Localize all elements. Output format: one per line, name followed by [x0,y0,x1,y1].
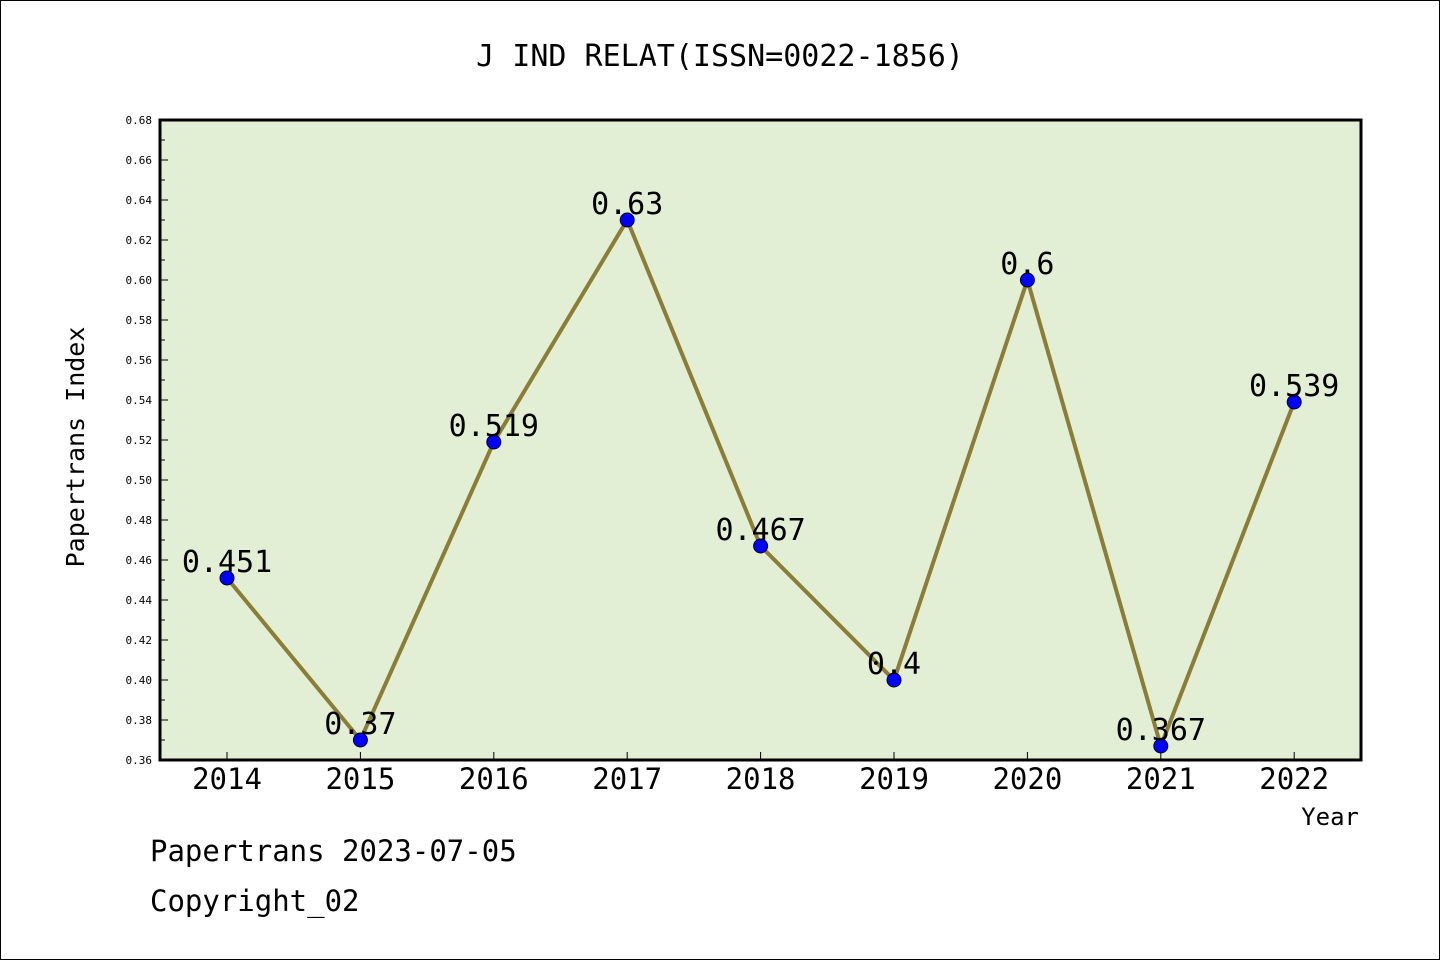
x-tick-label: 2015 [325,762,395,796]
y-axis-label: Papertrans Index [61,327,90,568]
y-tick-label: 0.40 [126,674,153,687]
data-point [1286,394,1302,410]
data-label: 0.467 [715,513,805,548]
y-tick-label: 0.38 [126,714,153,727]
data-point [1019,272,1035,288]
x-axis-label: Year [1301,803,1359,831]
y-tick-label: 0.48 [126,514,153,527]
chart-title: J IND RELAT(ISSN=0022-1856) [476,39,964,74]
y-tick-label: 0.68 [126,114,153,127]
data-label: 0.63 [591,187,663,222]
x-tick-label: 2019 [859,762,929,796]
x-tick-label: 2018 [726,762,796,796]
y-tick-label: 0.62 [126,234,153,247]
y-tick-label: 0.50 [126,474,153,487]
x-tick-label: 2016 [459,762,529,796]
footer-source: Papertrans 2023-07-05 [150,834,517,868]
y-tick-label: 0.44 [126,594,153,607]
data-label: 0.37 [324,707,396,742]
footer-copyright: Copyright_02 [150,884,360,918]
data-point [486,434,502,450]
data-label: 0.4 [867,647,921,682]
x-tick-label: 2014 [192,762,262,796]
x-tick-label: 2020 [992,762,1062,796]
x-tick-label: 2021 [1126,762,1196,796]
data-label: 0.519 [449,409,539,444]
data-label: 0.6 [1000,247,1054,282]
y-tick-label: 0.54 [126,394,153,407]
x-tick-label: 2022 [1259,762,1329,796]
y-tick-label: 0.58 [126,314,153,327]
data-label: 0.539 [1249,369,1339,404]
data-point [219,570,235,586]
y-tick-label: 0.60 [126,274,153,287]
x-tick-label: 2017 [592,762,662,796]
data-point [886,672,902,688]
y-tick-label: 0.56 [126,354,153,367]
y-tick-label: 0.42 [126,634,153,647]
y-tick-label: 0.46 [126,554,153,567]
y-tick-label: 0.36 [126,754,153,767]
plot-area [160,120,1361,760]
data-point [352,732,368,748]
y-tick-label: 0.64 [126,194,153,207]
y-tick-label: 0.52 [126,434,153,447]
plot-border [158,118,1363,762]
data-point [619,212,635,228]
data-point [1153,738,1169,754]
data-label: 0.451 [182,545,272,580]
data-point [753,538,769,554]
data-label: 0.367 [1116,713,1206,748]
y-tick-label: 0.66 [126,154,153,167]
